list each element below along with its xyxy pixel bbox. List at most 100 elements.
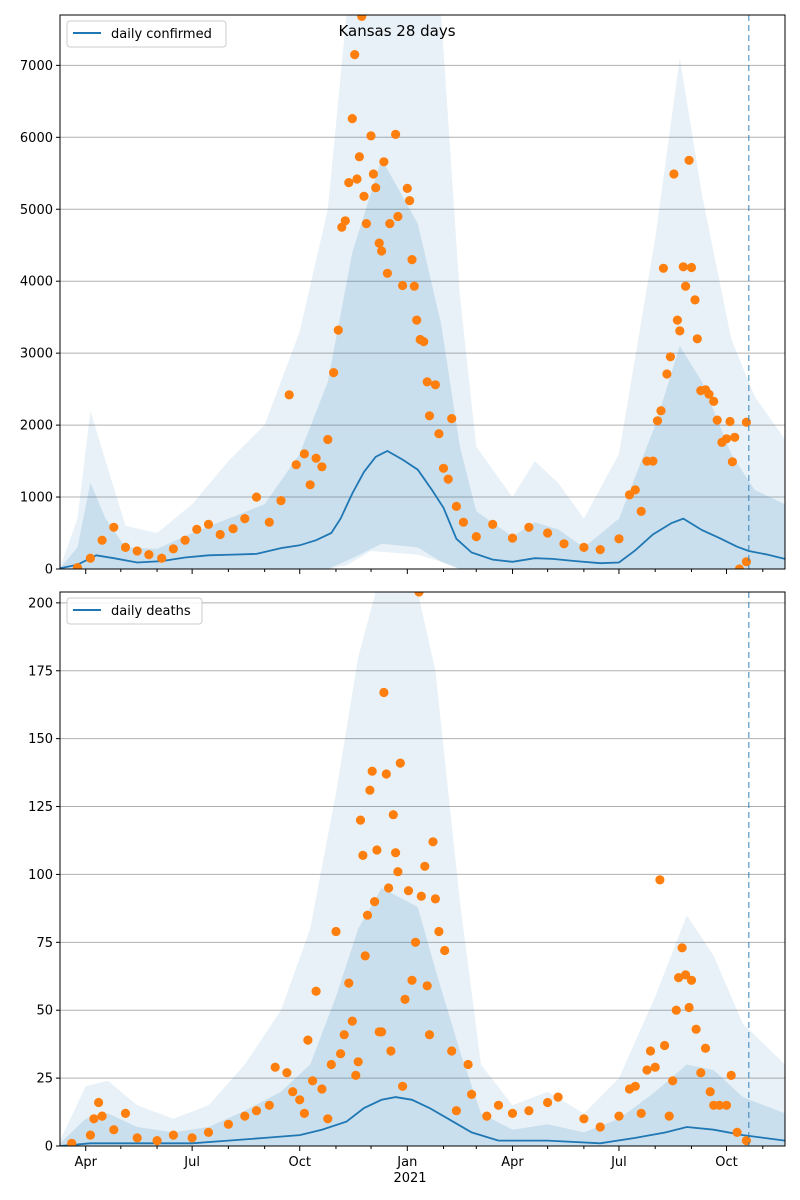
- deaths-y-tick-label: 75: [36, 936, 53, 951]
- deaths-line: [60, 1096, 785, 1146]
- deaths-point: [416, 891, 426, 901]
- confirmed-point: [648, 456, 658, 466]
- deaths-point: [614, 1111, 624, 1121]
- confirmed-point: [354, 152, 364, 162]
- confirmed-point: [407, 255, 417, 265]
- deaths-point: [642, 1065, 652, 1075]
- deaths-point: [398, 1081, 408, 1091]
- deaths-point: [428, 837, 438, 847]
- deaths-point: [686, 975, 697, 985]
- deaths-point: [367, 766, 377, 776]
- deaths-y-tick-label: 50: [36, 1004, 53, 1019]
- confirmed-point: [488, 519, 498, 530]
- confirmed-point: [168, 544, 178, 554]
- deaths-point: [388, 810, 398, 820]
- deaths-x-tick-label: Apr: [74, 1155, 97, 1170]
- deaths-point: [671, 1005, 681, 1015]
- confirmed-point: [630, 485, 640, 495]
- confirmed-point: [350, 50, 360, 60]
- confirmed-point: [678, 262, 688, 272]
- confirmed-point: [305, 480, 315, 490]
- deaths-point: [434, 926, 444, 937]
- deaths-point: [94, 1097, 104, 1108]
- deaths-point: [377, 1027, 387, 1037]
- deaths-point: [120, 1108, 131, 1118]
- confirmed-point: [132, 546, 142, 556]
- confirmed-point: [215, 529, 225, 540]
- confirmed-point: [317, 462, 327, 472]
- deaths-point: [579, 1114, 589, 1124]
- confirmed-point: [85, 553, 95, 563]
- confirmed-point: [405, 196, 415, 206]
- confirmed-point: [377, 246, 387, 256]
- deaths-point: [323, 1114, 333, 1124]
- deaths-point: [482, 1111, 492, 1121]
- deaths-point: [295, 1095, 305, 1105]
- deaths-y-tick-label: 0: [45, 1140, 53, 1155]
- confirmed-axes-frame: [59, 14, 786, 570]
- deaths-point: [362, 910, 373, 920]
- deaths-point: [372, 845, 382, 855]
- confirmed-point: [393, 211, 403, 222]
- deaths-point: [410, 937, 421, 947]
- confirmed-point: [368, 169, 378, 179]
- confirmed-point: [434, 429, 444, 439]
- confirmed-point: [284, 390, 294, 400]
- deaths-y-tick-label: 100: [28, 868, 53, 883]
- confirmed-point: [385, 219, 395, 229]
- confirmed-point: [471, 532, 481, 542]
- deaths-point: [308, 1076, 318, 1086]
- confirmed-y-tick-label: 3000: [20, 347, 53, 362]
- confirmed-point: [451, 501, 461, 511]
- confirmed-point: [741, 557, 752, 567]
- confirmed-point: [366, 131, 376, 141]
- deaths-x-tick-label: Oct: [715, 1155, 737, 1170]
- deaths-y-tick-label: 25: [36, 1072, 53, 1087]
- deaths-point: [400, 994, 410, 1005]
- confirmed-point: [443, 474, 453, 484]
- deaths-point: [493, 1100, 504, 1110]
- confirmed-legend: daily confirmed: [66, 20, 227, 48]
- confirmed-point: [712, 415, 722, 425]
- confirmed-inner-band: [60, 158, 785, 569]
- deaths-point: [684, 1002, 694, 1013]
- deaths-point: [463, 1059, 473, 1070]
- deaths-point: [732, 1127, 742, 1137]
- confirmed-y-tick-label: 2000: [20, 419, 53, 434]
- confirmed-point: [264, 517, 274, 527]
- confirmed-y-tick-label: 6000: [20, 131, 53, 146]
- deaths-point: [595, 1122, 605, 1132]
- confirmed-point: [709, 396, 719, 406]
- confirmed-point: [357, 15, 367, 21]
- deaths-point: [67, 1138, 77, 1146]
- deaths-point: [424, 1030, 435, 1040]
- confirmed-point: [120, 542, 131, 553]
- deaths-grid: [60, 602, 785, 1147]
- confirmed-point: [665, 352, 676, 362]
- confirmed-point: [704, 389, 714, 399]
- confirmed-point: [352, 174, 362, 184]
- deaths-point: [705, 1087, 715, 1097]
- confirmed-y-tick-label: 0: [45, 563, 53, 578]
- deaths-point: [543, 1097, 553, 1108]
- confirmed-point: [662, 369, 672, 379]
- confirmed-point: [684, 155, 694, 165]
- deaths-point: [85, 1130, 95, 1140]
- confirmed-point: [382, 268, 392, 278]
- confirmed-point: [374, 238, 384, 248]
- deaths-point: [391, 848, 401, 858]
- deaths-point: [168, 1130, 178, 1140]
- confirmed-point: [721, 434, 732, 444]
- confirmed-point: [359, 191, 369, 201]
- confirmed-point: [690, 295, 700, 305]
- deaths-y-tick-label: 175: [28, 664, 53, 679]
- deaths-point: [700, 1043, 711, 1053]
- deaths-point: [741, 1136, 752, 1146]
- confirmed-point: [734, 564, 744, 569]
- deaths-point: [347, 1016, 357, 1026]
- confirmed-point: [652, 416, 663, 426]
- confirmed-point: [157, 553, 167, 563]
- confirmed-point: [340, 216, 350, 226]
- deaths-point: [681, 970, 691, 980]
- deaths-point: [339, 1030, 349, 1040]
